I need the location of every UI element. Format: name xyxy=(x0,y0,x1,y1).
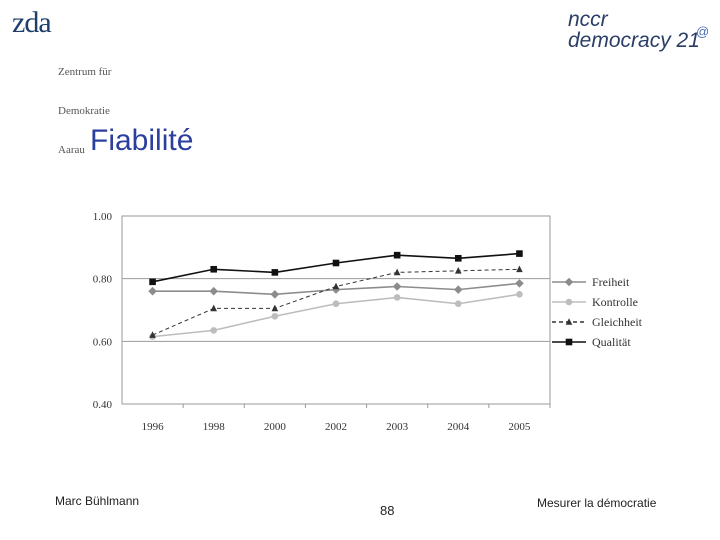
data-point-gleichheit xyxy=(332,282,340,290)
zda-logo-line-3: Aarau xyxy=(58,144,85,156)
data-point-kontrolle xyxy=(393,294,401,301)
data-point-gleichheit xyxy=(454,267,462,274)
y-tick-label: 1.00 xyxy=(93,211,113,223)
legend-label-gleichheit: Gleichheit xyxy=(592,315,643,329)
data-point-freiheit xyxy=(453,285,463,294)
data-point-gleichheit xyxy=(271,304,279,312)
data-point-gleichheit xyxy=(516,265,523,273)
legend-label-freiheit: Freiheit xyxy=(592,275,630,289)
y-tick-label: 0.60 xyxy=(93,336,113,348)
x-tick-label: 2002 xyxy=(325,421,347,433)
line-chart: 0.40 0.60 0.80 1.00 1996 1998 2000 2002 2003 2004… xyxy=(80,200,680,440)
footer-presentation-title: Mesurer la démocratie xyxy=(537,496,657,510)
nccr-logo-at-icon: @ xyxy=(696,24,710,39)
plot-area xyxy=(121,215,551,405)
y-tick-label: 0.40 xyxy=(93,399,113,411)
zda-logo: zda Zentrum für Demokratie Aarau xyxy=(12,6,152,156)
zda-logo-text: Zentrum für Demokratie Aarau xyxy=(58,40,111,183)
data-point-qualität xyxy=(516,250,523,257)
legend-label-qualität: Qualität xyxy=(592,335,631,349)
data-point-kontrolle xyxy=(210,327,218,334)
nccr-logo-line-1: nccr xyxy=(568,8,608,31)
slide-title: Fiabilité xyxy=(90,124,194,157)
data-point-kontrolle xyxy=(516,291,523,298)
data-point-freiheit xyxy=(392,282,402,291)
x-tick-label: 2005 xyxy=(508,421,531,433)
x-tick-label: 1996 xyxy=(142,421,165,433)
x-tick-label: 2000 xyxy=(264,421,287,433)
data-point-kontrolle xyxy=(271,312,279,320)
zda-logo-line-1: Zentrum für xyxy=(58,66,112,78)
data-point-kontrolle xyxy=(332,300,340,308)
x-tick-label: 1998 xyxy=(203,421,226,433)
data-point-freiheit xyxy=(270,290,280,299)
data-point-gleichheit xyxy=(210,304,218,312)
data-point-qualität xyxy=(271,269,279,276)
legend-marker-kontrolle xyxy=(565,298,573,306)
nccr-logo-line-2: democracy 21 xyxy=(568,29,700,52)
legend-marker-freiheit xyxy=(564,277,574,287)
data-point-kontrolle xyxy=(454,300,462,308)
legend-marker-gleichheit xyxy=(565,318,573,325)
line-chart-svg: 0.40 0.60 0.80 1.00 1996 1998 2000 2002 2003 2004… xyxy=(93,211,643,433)
data-point-qualität xyxy=(454,255,462,262)
data-point-qualität xyxy=(149,278,156,286)
data-point-gleichheit xyxy=(149,331,156,338)
x-tick-label: 2004 xyxy=(447,421,470,433)
zda-logo-line-2: Demokratie xyxy=(58,105,110,117)
legend-marker-qualität xyxy=(565,338,573,346)
footer-page-number: 88 xyxy=(380,503,395,518)
data-point-gleichheit xyxy=(393,268,401,276)
footer-author: Marc Bühlmann xyxy=(55,494,140,508)
legend-label-kontrolle: Kontrolle xyxy=(592,295,638,309)
data-point-qualität xyxy=(393,251,401,259)
zda-logo-mark: zda xyxy=(12,6,52,39)
y-tick-label: 0.80 xyxy=(93,274,113,286)
data-point-qualität xyxy=(210,265,218,273)
x-tick-label: 2003 xyxy=(386,421,409,433)
nccr-logo: nccr democracy 21 @ xyxy=(568,8,718,56)
data-point-qualität xyxy=(332,259,340,267)
